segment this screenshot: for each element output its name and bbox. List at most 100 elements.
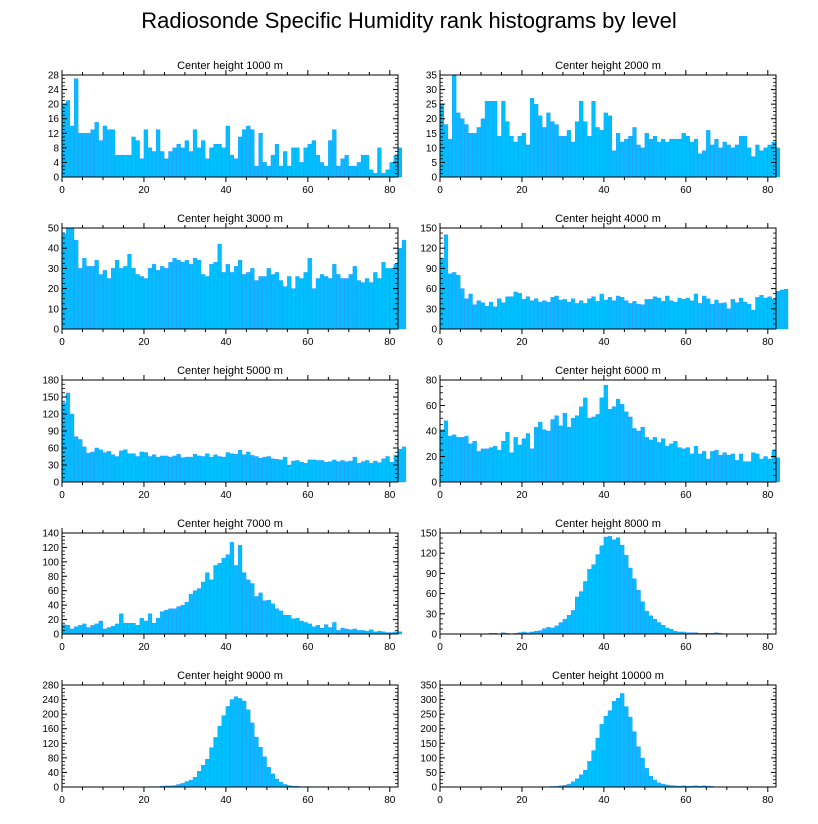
- histogram-bar: [484, 448, 490, 483]
- histogram-bar: [369, 629, 374, 635]
- histogram-bar: [242, 454, 247, 483]
- histogram-bar: [464, 435, 469, 483]
- y-tick-label: 20: [426, 452, 438, 463]
- y-tick-label: 0: [53, 478, 59, 489]
- histogram-bar: [324, 624, 329, 635]
- histogram-bar: [192, 129, 198, 178]
- histogram-bar: [131, 622, 136, 635]
- histogram-bar: [307, 258, 312, 330]
- histogram-bar: [554, 295, 559, 330]
- histogram-bar: [759, 150, 764, 178]
- histogram-bar: [332, 264, 337, 330]
- histogram-bar: [615, 537, 621, 635]
- histogram-bar: [714, 449, 719, 483]
- histogram-bar: [221, 272, 226, 330]
- histogram-bar: [538, 301, 543, 330]
- histogram-bar: [673, 301, 678, 330]
- histogram-bar: [299, 461, 304, 483]
- histogram-bar: [460, 118, 465, 178]
- histogram-bar: [648, 776, 653, 788]
- histogram-bar: [575, 415, 580, 483]
- histogram-bar: [624, 411, 629, 483]
- histogram-bar: [542, 300, 547, 330]
- histogram-bar: [632, 428, 637, 483]
- x-tick-label: 20: [138, 795, 150, 806]
- histogram-bar: [213, 565, 218, 635]
- histogram-bar: [283, 286, 288, 330]
- histogram-bar: [693, 138, 699, 178]
- histogram-bar: [172, 258, 177, 330]
- histogram-bar: [775, 147, 780, 178]
- histogram-bar: [69, 125, 75, 178]
- histogram-bar: [669, 629, 674, 635]
- x-tick-label: 20: [516, 795, 528, 806]
- histogram-bar: [509, 296, 514, 330]
- histogram-bar: [558, 425, 563, 483]
- histogram-bar: [283, 151, 288, 178]
- histogram-bar: [443, 420, 449, 483]
- y-tick-label: 0: [53, 325, 59, 336]
- histogram-bar: [369, 169, 374, 178]
- x-tick-label: 80: [384, 642, 396, 653]
- y-tick-label: 20: [48, 615, 60, 626]
- histogram-bar: [217, 456, 222, 483]
- histogram-bar: [677, 138, 682, 178]
- histogram-bar: [775, 291, 780, 330]
- histogram-bar: [90, 266, 95, 330]
- histogram-bar: [718, 147, 723, 178]
- histogram-bar: [443, 124, 449, 178]
- histogram-bar: [74, 239, 79, 330]
- histogram-bar: [102, 270, 107, 330]
- histogram-bar: [468, 133, 473, 178]
- panel-title: Center height 8000 m: [555, 518, 661, 530]
- histogram-bar: [472, 133, 477, 178]
- histogram-bar: [352, 456, 357, 483]
- histogram-bar: [246, 709, 251, 788]
- histogram-bar: [587, 298, 592, 330]
- histogram-bar: [525, 144, 531, 178]
- histogram-bar: [311, 626, 316, 635]
- histogram-bar: [452, 272, 457, 330]
- histogram-bar: [620, 141, 625, 178]
- histogram-bar: [759, 295, 764, 330]
- x-tick-label: 40: [220, 642, 232, 653]
- histogram-bar: [324, 165, 329, 178]
- histogram-bar: [188, 151, 194, 178]
- histogram-bar: [554, 625, 559, 635]
- histogram-bar: [476, 300, 481, 330]
- histogram-bar: [767, 458, 772, 483]
- histogram-bar: [710, 303, 715, 330]
- histogram-bar: [319, 460, 325, 483]
- histogram-bar: [738, 453, 744, 483]
- histogram-bar: [311, 459, 316, 483]
- histogram-bar: [176, 260, 181, 330]
- histogram-bar: [377, 278, 382, 330]
- panel-title: Center height 10000 m: [552, 670, 664, 682]
- histogram-bar: [579, 591, 584, 635]
- histogram-bar: [74, 626, 79, 635]
- histogram-bar: [319, 628, 325, 635]
- y-tick-label: 150: [420, 224, 437, 235]
- histogram-bar: [509, 452, 514, 483]
- histogram-bar: [693, 293, 699, 330]
- panel-4: Center height 4000 m 0 30 60 90 120 150 0 20 40 60…: [420, 213, 789, 348]
- histogram-bar: [180, 783, 185, 788]
- histogram-bar: [65, 227, 71, 330]
- histogram-bar: [352, 266, 357, 330]
- y-tick-label: 120: [42, 543, 59, 554]
- histogram-bar: [689, 300, 694, 330]
- histogram-bar: [86, 133, 91, 178]
- histogram-bar: [730, 147, 735, 178]
- histogram-bar: [599, 724, 604, 788]
- histogram-bar: [529, 300, 535, 330]
- histogram-bar: [188, 456, 194, 483]
- histogram-bar: [274, 608, 280, 635]
- histogram-bar: [123, 622, 128, 635]
- x-tick-label: 40: [220, 490, 232, 501]
- histogram-bar: [722, 302, 727, 330]
- histogram-bar: [697, 303, 703, 330]
- y-tick-label: 60: [48, 586, 60, 597]
- histogram-bar: [615, 133, 621, 178]
- y-tick-label: 0: [431, 630, 437, 641]
- histogram-bar: [303, 463, 308, 483]
